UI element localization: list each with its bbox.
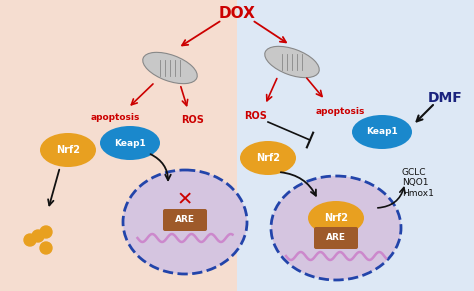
Circle shape (24, 234, 36, 246)
Text: DOX: DOX (219, 6, 255, 20)
Ellipse shape (308, 201, 364, 235)
Text: Nrf2: Nrf2 (256, 153, 280, 163)
Ellipse shape (40, 133, 96, 167)
Ellipse shape (271, 176, 401, 280)
Circle shape (32, 230, 44, 242)
Text: Nrf2: Nrf2 (56, 145, 80, 155)
Text: DMF: DMF (428, 91, 462, 105)
Circle shape (40, 226, 52, 238)
Ellipse shape (265, 46, 319, 78)
Bar (0, 0, 237, 291)
Bar (237, 0, 474, 291)
Text: apoptosis: apoptosis (315, 107, 365, 116)
Text: ROS: ROS (182, 115, 204, 125)
Text: Keap1: Keap1 (114, 139, 146, 148)
Text: GCLC
NQO1
Hmox1: GCLC NQO1 Hmox1 (402, 168, 434, 198)
Circle shape (40, 242, 52, 254)
FancyBboxPatch shape (314, 227, 358, 249)
FancyBboxPatch shape (163, 209, 207, 231)
Ellipse shape (240, 141, 296, 175)
Text: ARE: ARE (175, 216, 195, 224)
Text: ROS: ROS (245, 111, 267, 121)
Ellipse shape (123, 170, 247, 274)
Text: apoptosis: apoptosis (91, 113, 140, 122)
Text: Keap1: Keap1 (366, 127, 398, 136)
Ellipse shape (100, 126, 160, 160)
Ellipse shape (143, 52, 197, 84)
Ellipse shape (352, 115, 412, 149)
Text: ✕: ✕ (177, 191, 193, 210)
Text: Nrf2: Nrf2 (324, 213, 348, 223)
Text: ARE: ARE (326, 233, 346, 242)
